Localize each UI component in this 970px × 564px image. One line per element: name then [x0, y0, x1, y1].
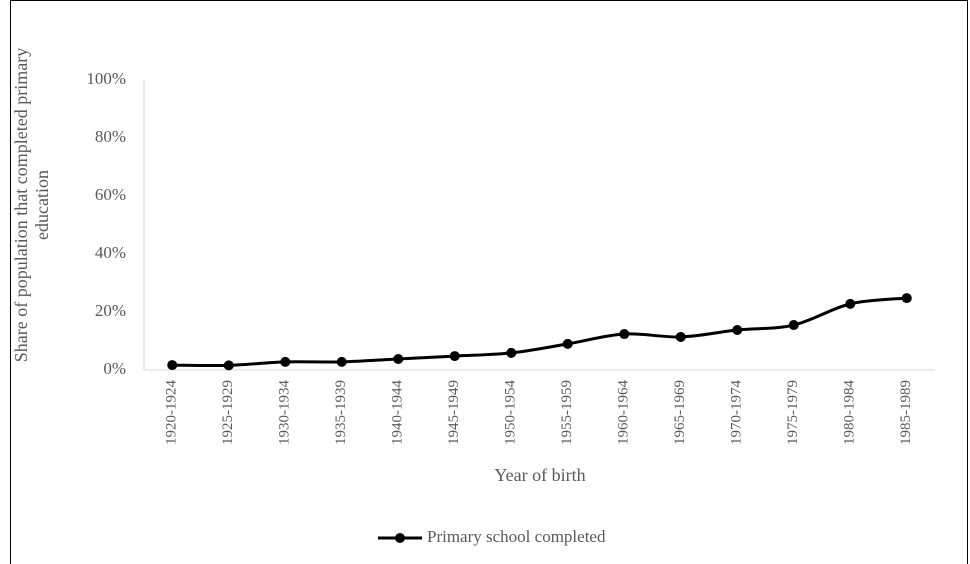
- x-tick-label: 1940-1944: [390, 380, 406, 445]
- x-axis-title: Year of birth: [494, 465, 585, 485]
- y-tick-label: 60%: [95, 185, 126, 204]
- x-tick-label: 1945-1949: [446, 380, 462, 445]
- x-tick-label: 1955-1959: [559, 380, 575, 445]
- frame: [10, 0, 968, 564]
- point: [393, 353, 404, 364]
- y-tick-label: 100%: [86, 69, 126, 88]
- point: [675, 331, 686, 342]
- series-line: [172, 296, 907, 368]
- x-tick-label: 1935-1939: [333, 380, 349, 445]
- point: [901, 293, 912, 304]
- y-tick-label: 0%: [103, 359, 126, 378]
- x-tick-label: 1950-1954: [503, 380, 519, 445]
- y-tick-label: 20%: [95, 301, 126, 320]
- legend-label: Primary school completed: [427, 527, 606, 546]
- x-tick-label: 1965-1969: [672, 380, 688, 445]
- point: [449, 351, 460, 362]
- point: [223, 360, 234, 371]
- point: [506, 347, 517, 358]
- point: [732, 324, 743, 335]
- point: [336, 356, 347, 367]
- y-axis-title: Share of population that completed prima…: [11, 47, 52, 363]
- point: [845, 298, 856, 309]
- y-tick-label: 40%: [95, 243, 126, 262]
- point: [562, 338, 573, 349]
- x-tick-label: 1925-1929: [220, 380, 236, 445]
- point: [280, 356, 291, 367]
- point: [167, 360, 178, 371]
- point: [788, 320, 799, 331]
- x-tick-label: 1985-1989: [898, 380, 914, 445]
- legend-marker: [395, 533, 405, 543]
- x-tick-label: 1980-1984: [842, 380, 858, 445]
- x-tick-label: 1920-1924: [164, 380, 180, 445]
- y-tick-label: 80%: [95, 127, 126, 146]
- point: [619, 329, 630, 340]
- x-tick-label: 1930-1934: [277, 380, 293, 445]
- x-tick-label: 1975-1979: [785, 380, 801, 445]
- x-tick-label: 1960-1964: [616, 380, 632, 445]
- x-tick-label: 1970-1974: [729, 380, 745, 445]
